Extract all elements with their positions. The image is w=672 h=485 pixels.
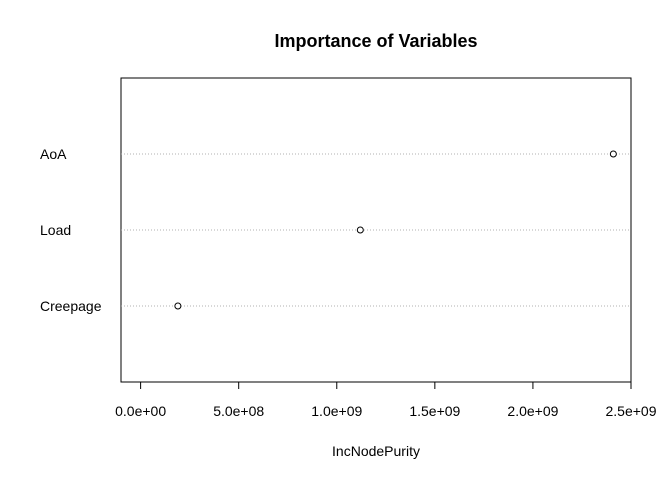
data-point-creepage [174, 302, 182, 310]
data-points [174, 150, 617, 310]
x-tick-label: 2.5e+09 [606, 403, 657, 419]
x-tick-label: 1.5e+09 [409, 403, 460, 419]
x-axis: 0.0e+00 5.0e+08 1.0e+09 1.5e+09 2.0e+09 2.5e+… [115, 381, 657, 419]
category-label-load: Load [40, 222, 71, 238]
x-ticks: 0.0e+00 5.0e+08 1.0e+09 1.5e+09 2.0e+09 2.5e+… [115, 382, 657, 419]
x-tick-label: 2.0e+09 [507, 403, 558, 419]
x-tick-label: 1.0e+09 [311, 403, 362, 419]
category-label-aoa: AoA [40, 146, 67, 162]
guide-lines [121, 153, 631, 307]
x-tick-label: 0.0e+00 [115, 403, 166, 419]
x-axis-label: IncNodePurity [332, 443, 420, 459]
chart-title: Importance of Variables [274, 31, 477, 51]
data-point-aoa [609, 150, 617, 158]
category-label-creepage: Creepage [40, 298, 102, 314]
x-tick-label: 5.0e+08 [213, 403, 264, 419]
category-labels: AoA Load Creepage [40, 146, 102, 314]
data-point-load [356, 226, 364, 234]
